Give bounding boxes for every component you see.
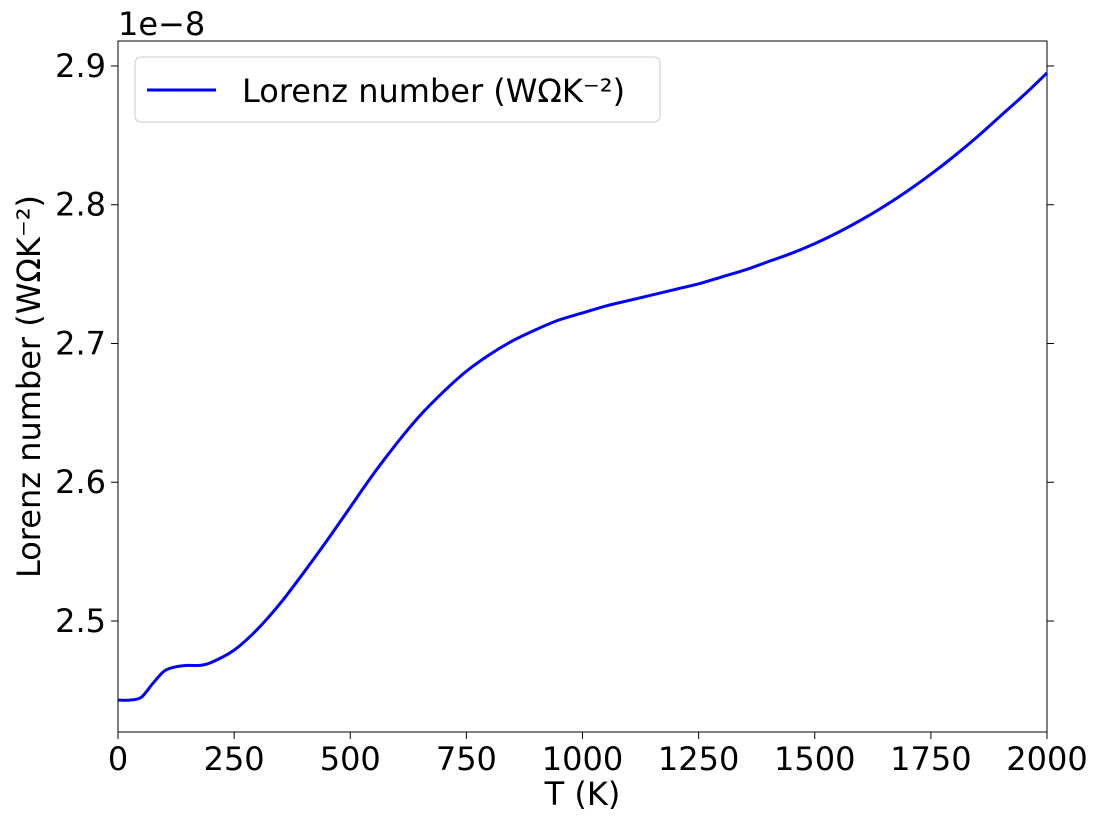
y-tick-label: 2.8 [55, 186, 106, 224]
x-tick-label: 2000 [1006, 740, 1087, 778]
x-tick-label: 1250 [658, 740, 739, 778]
series-layer [117, 71, 1049, 702]
x-tick-label: 750 [436, 740, 497, 778]
x-axis-ticks: 0 250 500 750 1000 1250 1500 1750 2000 [108, 732, 1088, 778]
y-tick-label: 2.9 [55, 47, 106, 85]
legend-box [134, 56, 661, 123]
y-tick-label: 2.6 [55, 463, 106, 501]
y-axis-ticks: 2.5 2.6 2.7 2.8 2.9 [55, 47, 1054, 640]
x-tick-label: 1000 [542, 740, 623, 778]
x-axis-label: T (K) [544, 775, 621, 813]
plot-area: 0 250 500 750 1000 1250 1500 1750 2000 2.5 2.6 2.7… [55, 40, 1088, 778]
y-tick-label: 2.5 [55, 602, 106, 640]
x-tick-label: 1750 [890, 740, 971, 778]
y-axis-offset-label: 1e−8 [118, 5, 205, 43]
y-axis-label: Lorenz number (WΩK⁻²) [10, 195, 48, 578]
lorenz-number-series-line [117, 71, 1049, 702]
legend-label: Lorenz number (WΩK⁻²) [242, 72, 625, 110]
x-tick-label: 250 [204, 740, 265, 778]
x-tick-label: 500 [320, 740, 381, 778]
x-tick-label: 1500 [774, 740, 855, 778]
x-tick-label: 0 [108, 740, 128, 778]
legend: Lorenz number (WΩK⁻²) [134, 56, 661, 123]
y-tick-label: 2.7 [55, 324, 106, 362]
